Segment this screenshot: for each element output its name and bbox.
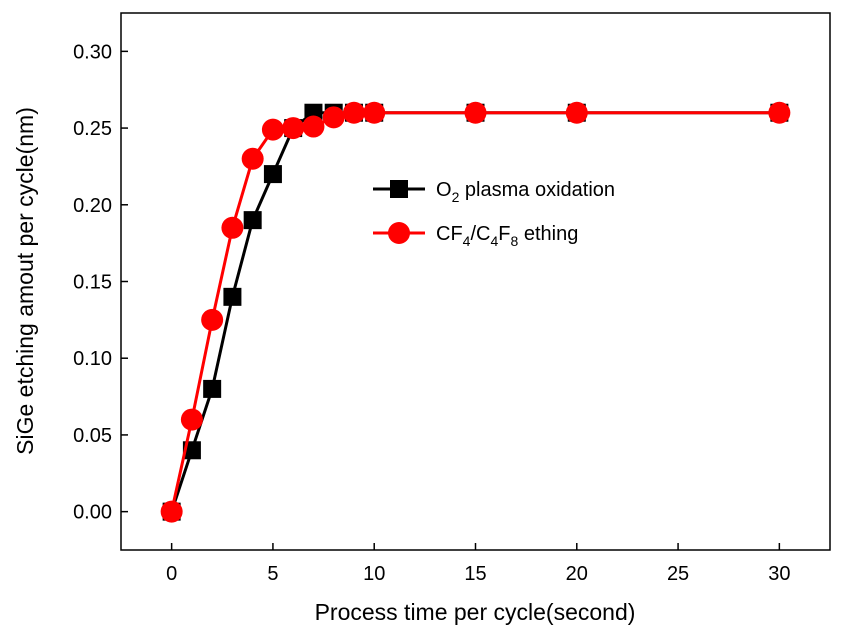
series-2-point — [565, 101, 588, 124]
y-tick-label: 0.05 — [73, 425, 112, 447]
series-2-point — [160, 500, 183, 523]
series-2-point — [464, 101, 487, 124]
x-axis-label: Process time per cycle(second) — [315, 599, 636, 625]
x-tick-label: 20 — [566, 563, 588, 585]
legend-swatch-marker — [388, 222, 410, 244]
series-2-point — [221, 216, 244, 239]
series-2-point — [241, 147, 264, 170]
series-2-line — [170, 111, 780, 512]
x-tick-label: 10 — [363, 563, 385, 585]
series-2-point — [180, 408, 203, 431]
y-tick-label: 0.30 — [73, 41, 112, 63]
series-1-line — [170, 111, 780, 513]
legend-item: O2 plasma oxidation — [373, 179, 615, 205]
series-1-point — [243, 211, 262, 230]
y-tick-label: 0.10 — [73, 348, 112, 370]
legend-label: CF4/C4F8 ething — [436, 223, 578, 249]
plot-frame — [120, 12, 831, 551]
series-2-point — [201, 308, 224, 331]
series-2-point — [282, 117, 305, 140]
chart-series — [160, 101, 791, 523]
series-2-point — [261, 118, 284, 141]
legend-swatch-marker — [390, 180, 408, 198]
x-tick-label: 5 — [267, 563, 278, 585]
axis-ticks: 0 5 10 15 20 25 30 0.00 0.05 0.10 0.15 0.20 0.25 0.30 — [73, 41, 790, 585]
y-tick-label: 0.25 — [73, 118, 112, 140]
x-tick-label: 30 — [768, 563, 790, 585]
series-1-point — [263, 165, 282, 184]
y-tick-label: 0.15 — [73, 272, 112, 294]
series-2-point — [322, 106, 345, 129]
series-2-point — [302, 115, 325, 138]
series-2-point — [342, 101, 365, 124]
x-tick-label: 15 — [464, 563, 486, 585]
x-tick-label: 0 — [166, 563, 177, 585]
legend: O2 plasma oxidation CF4/C4F8 ething — [373, 179, 615, 249]
series-2 — [160, 101, 791, 523]
y-axis-label: SiGe etching amout per cycle(nm) — [12, 107, 38, 455]
y-tick-label: 0.00 — [73, 502, 112, 524]
series-1-point — [203, 379, 222, 398]
x-tick-label: 25 — [667, 563, 689, 585]
series-1-point — [223, 287, 242, 306]
series-2-point — [768, 101, 791, 124]
legend-item: CF4/C4F8 ething — [373, 222, 578, 249]
series-2-point — [363, 101, 386, 124]
y-tick-label: 0.20 — [73, 195, 112, 217]
legend-label: O2 plasma oxidation — [436, 179, 615, 205]
